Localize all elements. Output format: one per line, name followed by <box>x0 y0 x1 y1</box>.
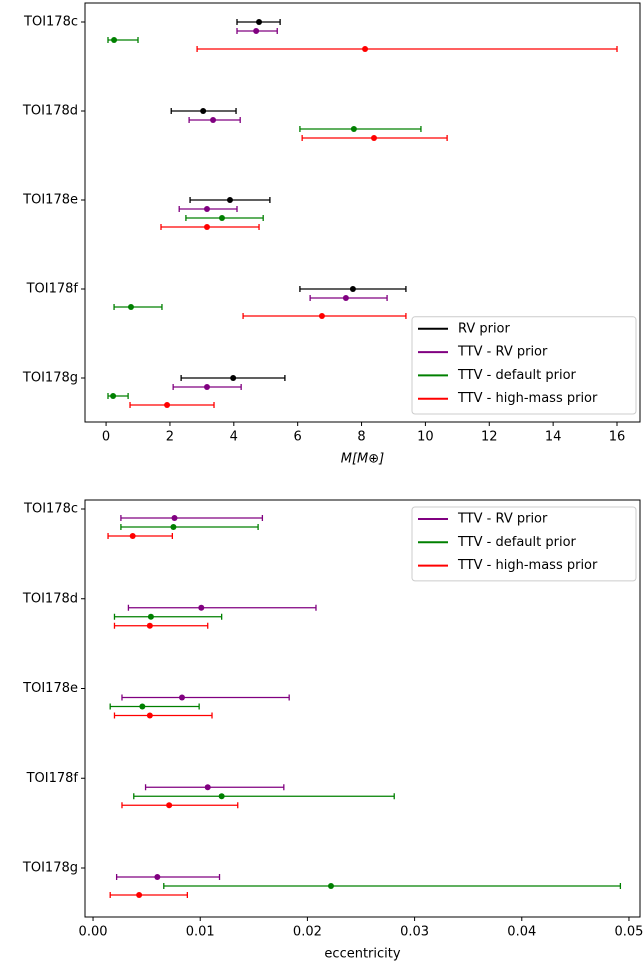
legend-label: TTV - high-mass prior <box>457 391 598 406</box>
point <box>230 375 237 381</box>
x-tick-label: 8 <box>357 430 365 445</box>
y-tick-label: TOI178e <box>22 193 78 208</box>
series <box>107 533 239 898</box>
x-axis-label: eccentricity <box>324 947 400 962</box>
point <box>256 19 263 25</box>
y-tick-label: TOI178g <box>22 861 78 876</box>
point <box>171 515 178 521</box>
x-tick-label: 14 <box>545 430 562 445</box>
point <box>147 613 154 620</box>
x-tick-label: 2 <box>166 430 174 445</box>
legend-label: TTV - RV prior <box>457 512 548 527</box>
legend: RV prior TTV - RV prior TTV - default prio… <box>411 316 637 415</box>
point <box>154 874 161 880</box>
point <box>170 524 177 530</box>
axes-frame <box>84 499 641 918</box>
x-tick-label: 0.04 <box>507 925 536 940</box>
point <box>200 108 207 114</box>
y-tick-label: TOI178d <box>22 104 78 119</box>
point <box>349 286 356 292</box>
y-tick-label: TOI178c <box>23 502 78 517</box>
x-tick-label: 0.03 <box>400 925 429 940</box>
series <box>129 46 618 408</box>
x-tick-label: 10 <box>417 430 434 445</box>
y-tick-label: TOI178c <box>23 15 78 30</box>
point <box>136 892 143 898</box>
point <box>342 295 349 301</box>
point <box>110 393 117 399</box>
axes-frame <box>84 2 641 423</box>
point <box>111 37 118 43</box>
x-tick-label: 16 <box>609 430 626 445</box>
y-tick-label: TOI178d <box>22 591 78 606</box>
series <box>172 28 388 390</box>
x-tick-label: 12 <box>481 430 498 445</box>
legend-label: RV prior <box>458 321 511 336</box>
point <box>350 126 357 132</box>
point <box>318 313 325 319</box>
x-tick-label: 0.02 <box>293 925 322 940</box>
y-tick-label: TOI178f <box>26 771 79 786</box>
point <box>139 703 146 710</box>
legend-label: TTV - default prior <box>457 368 577 383</box>
x-axis-label: M[M⊕] <box>341 452 384 467</box>
point <box>203 206 210 212</box>
point <box>203 384 210 390</box>
series <box>109 524 622 889</box>
point <box>146 712 153 719</box>
legend-box <box>411 316 637 415</box>
point <box>210 117 217 123</box>
legend-label: TTV - default prior <box>457 535 577 550</box>
point <box>253 28 260 34</box>
series <box>170 19 407 381</box>
point <box>226 197 233 203</box>
x-tick-label: 0 <box>102 430 110 445</box>
point <box>362 46 369 52</box>
point <box>218 215 225 221</box>
point <box>218 793 225 800</box>
point <box>166 802 173 809</box>
legend-label: TTV - high-mass prior <box>457 558 598 573</box>
x-tick-label: 0.00 <box>79 925 108 940</box>
legend-label: TTV - RV prior <box>457 345 548 360</box>
x-tick-label: 0.01 <box>186 925 215 940</box>
point <box>146 622 153 629</box>
point <box>198 604 205 611</box>
series <box>107 37 422 399</box>
series <box>115 515 317 880</box>
point <box>127 304 134 310</box>
point <box>164 402 171 408</box>
point <box>370 135 377 141</box>
x-tick-label: 4 <box>230 430 238 445</box>
point <box>204 784 211 791</box>
point <box>179 694 186 701</box>
x-tick-label: 6 <box>294 430 302 445</box>
legend: TTV - RV prior TTV - default prior TTV - h… <box>411 506 637 582</box>
y-tick-label: TOI178g <box>22 371 78 386</box>
x-tick-label: 0.05 <box>614 925 643 940</box>
legend-box <box>411 506 637 582</box>
point <box>203 224 210 230</box>
point <box>129 533 136 539</box>
point <box>327 883 334 889</box>
y-tick-label: TOI178e <box>22 681 78 696</box>
y-tick-label: TOI178f <box>26 282 79 297</box>
